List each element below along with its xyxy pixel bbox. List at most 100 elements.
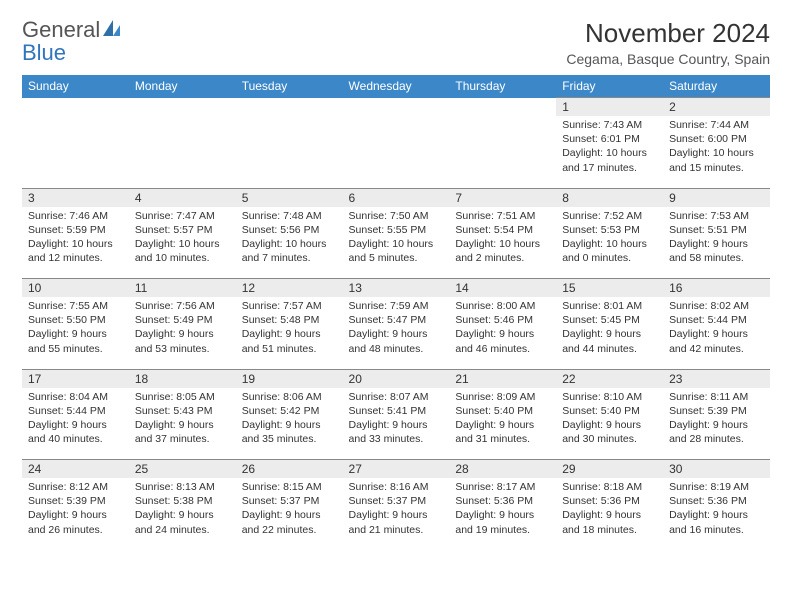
day-number-cell: 18 [129, 369, 236, 388]
weekday-header-row: Sunday Monday Tuesday Wednesday Thursday… [22, 75, 770, 98]
daynum-row: 24252627282930 [22, 460, 770, 479]
day-content-cell: Sunrise: 8:04 AMSunset: 5:44 PMDaylight:… [22, 388, 129, 460]
sunrise-text: Sunrise: 7:44 AM [669, 118, 764, 132]
daylight-text: Daylight: 9 hours and 42 minutes. [669, 327, 764, 355]
sunrise-text: Sunrise: 8:09 AM [455, 390, 550, 404]
sunset-text: Sunset: 5:37 PM [349, 494, 444, 508]
daylight-text: Daylight: 10 hours and 17 minutes. [562, 146, 657, 174]
daylight-text: Daylight: 9 hours and 46 minutes. [455, 327, 550, 355]
sunset-text: Sunset: 6:00 PM [669, 132, 764, 146]
day-number-cell: 27 [343, 460, 450, 479]
day-content-cell: Sunrise: 8:16 AMSunset: 5:37 PMDaylight:… [343, 478, 450, 550]
day-content-cell [449, 116, 556, 188]
sunset-text: Sunset: 5:43 PM [135, 404, 230, 418]
sunrise-text: Sunrise: 7:51 AM [455, 209, 550, 223]
weekday-header: Sunday [22, 75, 129, 98]
day-content-cell: Sunrise: 7:44 AMSunset: 6:00 PMDaylight:… [663, 116, 770, 188]
sunrise-text: Sunrise: 8:00 AM [455, 299, 550, 313]
sunset-text: Sunset: 5:57 PM [135, 223, 230, 237]
daylight-text: Daylight: 9 hours and 33 minutes. [349, 418, 444, 446]
day-number-cell: 12 [236, 279, 343, 298]
day-content-cell: Sunrise: 8:01 AMSunset: 5:45 PMDaylight:… [556, 297, 663, 369]
sunset-text: Sunset: 5:59 PM [28, 223, 123, 237]
sunset-text: Sunset: 6:01 PM [562, 132, 657, 146]
sunset-text: Sunset: 5:44 PM [669, 313, 764, 327]
day-number-cell: 11 [129, 279, 236, 298]
sunrise-text: Sunrise: 7:43 AM [562, 118, 657, 132]
day-content-cell: Sunrise: 8:15 AMSunset: 5:37 PMDaylight:… [236, 478, 343, 550]
day-content-cell: Sunrise: 7:55 AMSunset: 5:50 PMDaylight:… [22, 297, 129, 369]
sunrise-text: Sunrise: 8:06 AM [242, 390, 337, 404]
weekday-header: Thursday [449, 75, 556, 98]
logo-sail-icon [102, 18, 122, 41]
day-content-cell: Sunrise: 8:17 AMSunset: 5:36 PMDaylight:… [449, 478, 556, 550]
weekday-header: Tuesday [236, 75, 343, 98]
sunrise-text: Sunrise: 8:15 AM [242, 480, 337, 494]
sunset-text: Sunset: 5:47 PM [349, 313, 444, 327]
daylight-text: Daylight: 9 hours and 35 minutes. [242, 418, 337, 446]
day-content-cell: Sunrise: 7:50 AMSunset: 5:55 PMDaylight:… [343, 207, 450, 279]
daylight-text: Daylight: 9 hours and 24 minutes. [135, 508, 230, 536]
day-content-row: Sunrise: 7:43 AMSunset: 6:01 PMDaylight:… [22, 116, 770, 188]
sunset-text: Sunset: 5:46 PM [455, 313, 550, 327]
day-number-cell: 26 [236, 460, 343, 479]
weekday-header: Saturday [663, 75, 770, 98]
day-content-cell: Sunrise: 7:56 AMSunset: 5:49 PMDaylight:… [129, 297, 236, 369]
sunset-text: Sunset: 5:49 PM [135, 313, 230, 327]
logo: GeneralBlue [22, 18, 124, 64]
sunrise-text: Sunrise: 8:01 AM [562, 299, 657, 313]
sunrise-text: Sunrise: 8:12 AM [28, 480, 123, 494]
day-number-cell: 22 [556, 369, 663, 388]
sunrise-text: Sunrise: 8:13 AM [135, 480, 230, 494]
day-number-cell: 25 [129, 460, 236, 479]
daylight-text: Daylight: 9 hours and 53 minutes. [135, 327, 230, 355]
day-number-cell: 28 [449, 460, 556, 479]
day-number-cell: 2 [663, 98, 770, 117]
daylight-text: Daylight: 10 hours and 2 minutes. [455, 237, 550, 265]
day-number-cell [129, 98, 236, 117]
sunrise-text: Sunrise: 8:10 AM [562, 390, 657, 404]
day-content-cell: Sunrise: 8:07 AMSunset: 5:41 PMDaylight:… [343, 388, 450, 460]
sunset-text: Sunset: 5:54 PM [455, 223, 550, 237]
day-content-cell: Sunrise: 7:53 AMSunset: 5:51 PMDaylight:… [663, 207, 770, 279]
day-number-cell: 1 [556, 98, 663, 117]
day-content-cell: Sunrise: 8:05 AMSunset: 5:43 PMDaylight:… [129, 388, 236, 460]
calendar-table: Sunday Monday Tuesday Wednesday Thursday… [22, 75, 770, 550]
day-number-cell: 23 [663, 369, 770, 388]
day-number-cell: 13 [343, 279, 450, 298]
weekday-header: Friday [556, 75, 663, 98]
daylight-text: Daylight: 9 hours and 51 minutes. [242, 327, 337, 355]
day-number-cell: 24 [22, 460, 129, 479]
day-content-cell: Sunrise: 8:10 AMSunset: 5:40 PMDaylight:… [556, 388, 663, 460]
day-number-cell: 16 [663, 279, 770, 298]
daylight-text: Daylight: 10 hours and 10 minutes. [135, 237, 230, 265]
day-number-cell [236, 98, 343, 117]
sunset-text: Sunset: 5:40 PM [455, 404, 550, 418]
daylight-text: Daylight: 10 hours and 0 minutes. [562, 237, 657, 265]
day-content-cell: Sunrise: 8:13 AMSunset: 5:38 PMDaylight:… [129, 478, 236, 550]
daylight-text: Daylight: 9 hours and 48 minutes. [349, 327, 444, 355]
sunrise-text: Sunrise: 8:17 AM [455, 480, 550, 494]
sunrise-text: Sunrise: 7:46 AM [28, 209, 123, 223]
day-number-cell [22, 98, 129, 117]
daylight-text: Daylight: 10 hours and 15 minutes. [669, 146, 764, 174]
title-block: November 2024 Cegama, Basque Country, Sp… [566, 18, 770, 67]
location: Cegama, Basque Country, Spain [566, 51, 770, 67]
day-content-cell [236, 116, 343, 188]
sunset-text: Sunset: 5:56 PM [242, 223, 337, 237]
daynum-row: 17181920212223 [22, 369, 770, 388]
day-number-cell: 10 [22, 279, 129, 298]
sunrise-text: Sunrise: 8:07 AM [349, 390, 444, 404]
month-title: November 2024 [566, 18, 770, 49]
day-number-cell: 15 [556, 279, 663, 298]
sunset-text: Sunset: 5:39 PM [669, 404, 764, 418]
day-number-cell: 6 [343, 188, 450, 207]
day-content-row: Sunrise: 7:46 AMSunset: 5:59 PM Daylight:… [22, 207, 770, 279]
day-content-cell: Sunrise: 7:51 AMSunset: 5:54 PMDaylight:… [449, 207, 556, 279]
sunrise-text: Sunrise: 8:19 AM [669, 480, 764, 494]
day-number-cell: 5 [236, 188, 343, 207]
day-content-cell: Sunrise: 8:18 AMSunset: 5:36 PMDaylight:… [556, 478, 663, 550]
sunset-text: Sunset: 5:38 PM [135, 494, 230, 508]
sunset-text: Sunset: 5:55 PM [349, 223, 444, 237]
day-number-cell: 3 [22, 188, 129, 207]
